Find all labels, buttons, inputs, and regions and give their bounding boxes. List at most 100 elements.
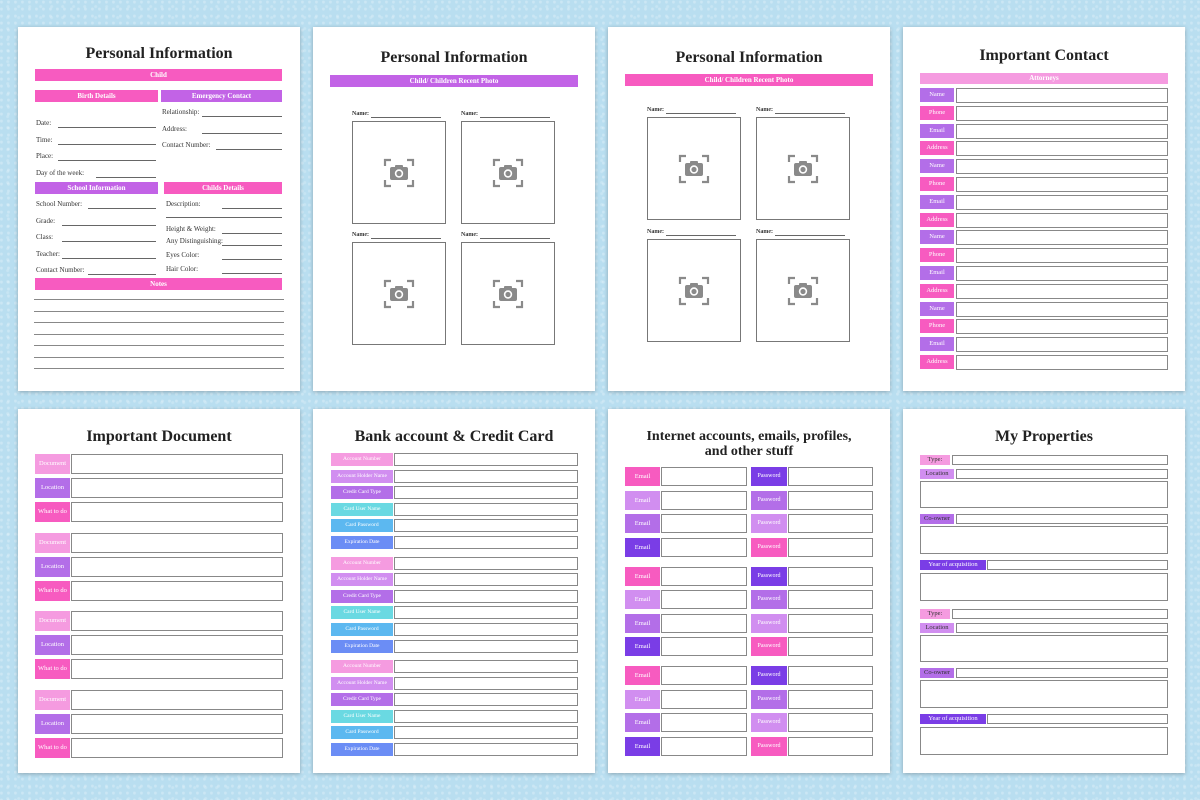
contact-input[interactable] bbox=[956, 159, 1168, 175]
birth-field-line[interactable] bbox=[58, 143, 156, 145]
contact-input[interactable] bbox=[956, 212, 1168, 228]
document-input[interactable] bbox=[71, 737, 283, 758]
bank-input[interactable] bbox=[394, 676, 578, 690]
password-input[interactable] bbox=[788, 613, 873, 633]
coowner-input[interactable] bbox=[956, 514, 1168, 524]
childs-field-line[interactable] bbox=[222, 245, 282, 246]
childs-field-line[interactable] bbox=[166, 217, 282, 218]
bank-input[interactable] bbox=[394, 536, 578, 549]
email-input[interactable] bbox=[661, 590, 747, 610]
bank-input[interactable] bbox=[394, 726, 578, 740]
notes-line[interactable] bbox=[34, 368, 284, 369]
notes-line[interactable] bbox=[34, 322, 284, 323]
childs-field-line[interactable] bbox=[222, 208, 282, 209]
bank-input[interactable] bbox=[394, 486, 578, 500]
contact-input[interactable] bbox=[956, 123, 1168, 139]
contact-input[interactable] bbox=[956, 177, 1168, 192]
photo-frame[interactable] bbox=[352, 242, 446, 345]
bank-input[interactable] bbox=[394, 660, 578, 673]
name-line[interactable] bbox=[371, 117, 441, 118]
password-input[interactable] bbox=[788, 490, 873, 510]
notes-line[interactable] bbox=[34, 299, 284, 300]
password-input[interactable] bbox=[788, 590, 873, 610]
document-input[interactable] bbox=[71, 611, 283, 631]
location-area[interactable] bbox=[920, 481, 1168, 508]
coowner-area[interactable] bbox=[920, 680, 1168, 708]
password-input[interactable] bbox=[788, 467, 873, 486]
bank-input[interactable] bbox=[394, 743, 578, 756]
location-area[interactable] bbox=[920, 635, 1168, 662]
name-line[interactable] bbox=[480, 117, 550, 118]
year-area[interactable] bbox=[920, 573, 1168, 601]
name-line[interactable] bbox=[775, 235, 845, 236]
coowner-area[interactable] bbox=[920, 526, 1168, 554]
name-line[interactable] bbox=[480, 238, 550, 239]
password-input[interactable] bbox=[788, 514, 873, 534]
type-input[interactable] bbox=[952, 609, 1168, 619]
photo-frame[interactable] bbox=[647, 117, 741, 220]
birth-field-line[interactable] bbox=[58, 127, 156, 128]
childs-field-line[interactable] bbox=[222, 273, 282, 274]
school-field-line[interactable] bbox=[62, 257, 156, 259]
bank-input[interactable] bbox=[394, 453, 578, 466]
bank-input[interactable] bbox=[394, 556, 578, 570]
email-input[interactable] bbox=[661, 566, 747, 586]
coowner-input[interactable] bbox=[956, 668, 1168, 678]
emergency-field-line[interactable] bbox=[202, 116, 282, 117]
notes-line[interactable] bbox=[34, 310, 284, 312]
photo-frame[interactable] bbox=[756, 117, 850, 220]
document-input[interactable] bbox=[71, 502, 283, 522]
emergency-field-line[interactable] bbox=[202, 132, 282, 134]
bank-input[interactable] bbox=[394, 589, 578, 603]
email-input[interactable] bbox=[661, 666, 747, 685]
name-line[interactable] bbox=[666, 113, 736, 114]
document-input[interactable] bbox=[71, 659, 283, 679]
contact-input[interactable] bbox=[956, 248, 1168, 264]
photo-frame[interactable] bbox=[352, 121, 446, 224]
password-input[interactable] bbox=[788, 566, 873, 586]
password-input[interactable] bbox=[788, 637, 873, 657]
email-input[interactable] bbox=[661, 713, 747, 733]
document-input[interactable] bbox=[71, 713, 283, 734]
email-input[interactable] bbox=[661, 736, 747, 756]
photo-frame[interactable] bbox=[647, 239, 741, 342]
bank-input[interactable] bbox=[394, 573, 578, 587]
birth-field-line[interactable] bbox=[96, 176, 156, 178]
photo-frame[interactable] bbox=[461, 121, 555, 224]
email-input[interactable] bbox=[661, 514, 747, 534]
bank-input[interactable] bbox=[394, 622, 578, 636]
contact-input[interactable] bbox=[956, 337, 1168, 353]
notes-line[interactable] bbox=[34, 356, 284, 358]
contact-input[interactable] bbox=[956, 301, 1168, 317]
password-input[interactable] bbox=[788, 537, 873, 557]
email-input[interactable] bbox=[661, 613, 747, 633]
bank-input[interactable] bbox=[394, 639, 578, 653]
notes-line[interactable] bbox=[34, 345, 284, 346]
document-input[interactable] bbox=[71, 689, 283, 710]
email-input[interactable] bbox=[661, 689, 747, 709]
childs-field-line[interactable] bbox=[222, 233, 282, 234]
photo-frame[interactable] bbox=[461, 242, 555, 345]
contact-input[interactable] bbox=[956, 283, 1168, 299]
contact-input[interactable] bbox=[956, 266, 1168, 281]
document-input[interactable] bbox=[71, 580, 283, 601]
bank-input[interactable] bbox=[394, 606, 578, 620]
bank-input[interactable] bbox=[394, 519, 578, 533]
password-input[interactable] bbox=[788, 666, 873, 685]
document-input[interactable] bbox=[71, 478, 283, 498]
school-field-line[interactable] bbox=[88, 274, 156, 275]
emergency-field-line[interactable] bbox=[216, 149, 282, 150]
contact-input[interactable] bbox=[956, 319, 1168, 335]
year-input[interactable] bbox=[987, 714, 1168, 724]
contact-input[interactable] bbox=[956, 230, 1168, 246]
photo-frame[interactable] bbox=[756, 239, 850, 342]
contact-input[interactable] bbox=[956, 88, 1168, 103]
email-input[interactable] bbox=[661, 490, 747, 510]
password-input[interactable] bbox=[788, 736, 873, 756]
school-field-line[interactable] bbox=[62, 224, 156, 226]
location-input[interactable] bbox=[956, 623, 1168, 633]
year-area[interactable] bbox=[920, 727, 1168, 755]
bank-input[interactable] bbox=[394, 693, 578, 707]
contact-input[interactable] bbox=[956, 141, 1168, 157]
school-field-line[interactable] bbox=[62, 241, 156, 242]
